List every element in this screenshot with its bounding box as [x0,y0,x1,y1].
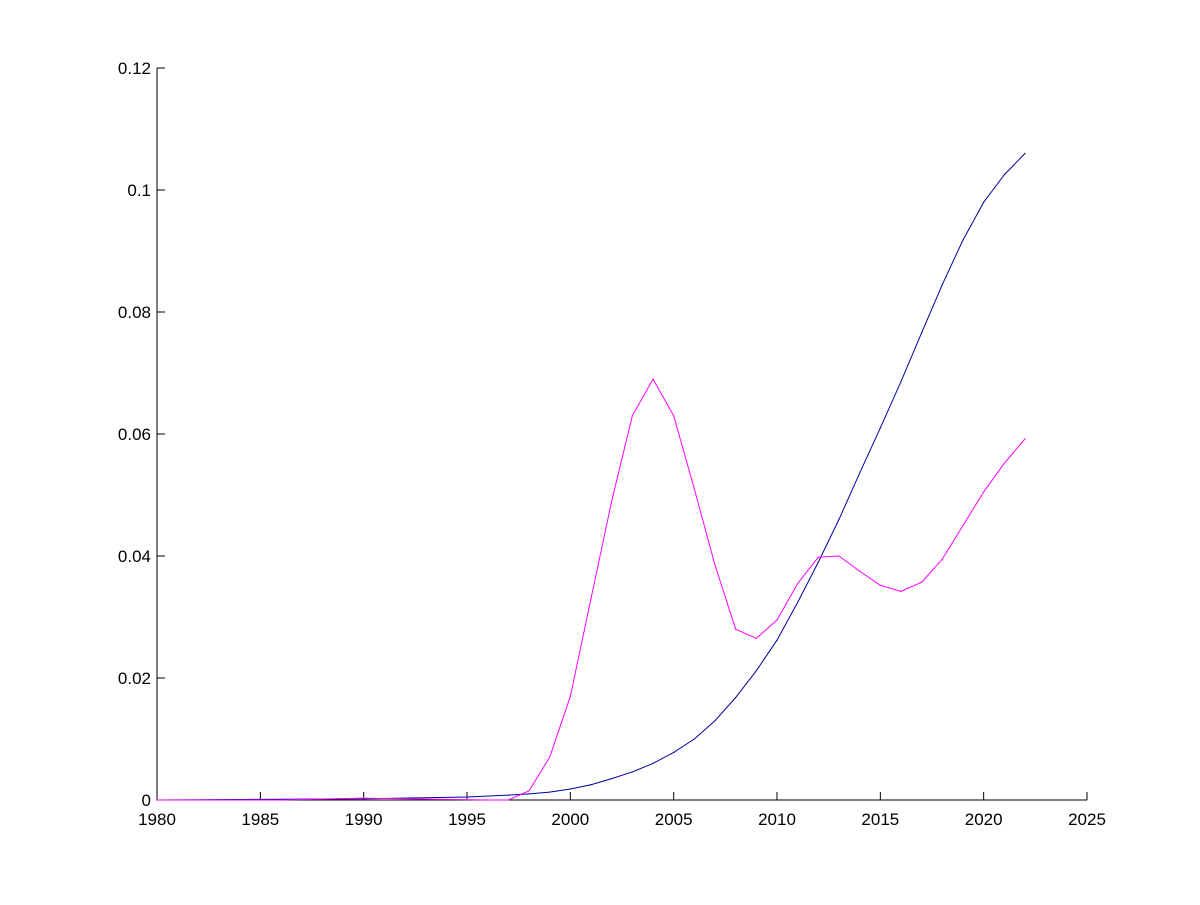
data-point [714,564,716,566]
data-point [755,670,757,672]
data-point [528,793,530,795]
x-tick-label: 1985 [241,810,279,829]
data-point [673,751,675,754]
x-tick-label: 2005 [655,810,693,829]
data-point [921,332,923,334]
data-point [569,695,571,697]
y-tick-label: 0.12 [118,59,151,78]
x-tick-label: 1990 [345,810,383,829]
axes [156,67,1088,801]
data-point [838,555,840,557]
data-point [1024,152,1026,154]
data-point [900,380,902,383]
data-point [838,518,840,521]
data-point [590,598,592,600]
y-tick-label: 0.1 [127,181,151,200]
data-point [528,790,530,792]
data-point [735,696,737,699]
data-point [776,639,778,641]
data-point [466,796,468,798]
data-point [921,581,923,583]
data-point [776,619,778,621]
series-group [156,152,1026,801]
x-tick-label: 2000 [551,810,589,829]
data-point [693,738,695,740]
data-point [879,427,881,429]
x-tick-label: 2025 [1068,810,1106,829]
data-point [631,771,633,773]
y-tick-label: 0.08 [118,303,151,322]
series-1 [156,152,1026,801]
data-point [859,472,861,474]
x-tick-label: 2020 [965,810,1003,829]
data-point [611,500,613,502]
data-point [693,488,695,490]
y-tick-label: 0.06 [118,425,151,444]
data-point [755,637,757,639]
series-line [156,153,1026,801]
x-tick-label: 2010 [758,810,796,829]
data-point [507,794,509,796]
series-2 [156,378,1026,801]
x-tick-label: 2015 [861,810,899,829]
data-point [569,788,571,790]
data-point [1003,174,1005,176]
data-point [549,756,551,758]
data-point [714,720,716,722]
data-point [631,415,633,417]
data-point [983,491,985,493]
data-point [900,590,902,592]
series-line [157,378,1026,801]
tick-labels: 1980 1985 1990 1995 2000 2005 2010 2015 2020 2025… [118,59,1106,829]
data-point [983,201,985,203]
data-point [507,799,509,801]
data-point [735,628,737,630]
data-point [487,799,489,801]
data-point [962,239,964,241]
data-point [941,558,943,560]
data-point [859,570,861,572]
data-point [549,791,551,793]
data-point [156,799,158,801]
data-point [673,415,675,417]
data-point [652,762,654,765]
data-point [817,561,819,563]
y-tick-label: 0.02 [118,669,151,688]
data-point [817,556,819,558]
x-tick-label: 1995 [448,810,486,829]
data-point [590,784,592,786]
data-point [1024,438,1026,440]
y-tick-label: 0 [142,791,151,810]
data-point [280,799,282,801]
data-point [1003,462,1005,464]
data-point [797,601,799,603]
data-point [797,582,799,585]
data-point [879,584,881,586]
data-point [363,797,365,799]
data-point [941,283,943,286]
data-point [652,378,654,380]
y-tick-label: 0.04 [118,547,151,566]
x-tick-label: 1980 [138,810,176,829]
data-point [962,524,964,527]
data-point [611,778,613,780]
